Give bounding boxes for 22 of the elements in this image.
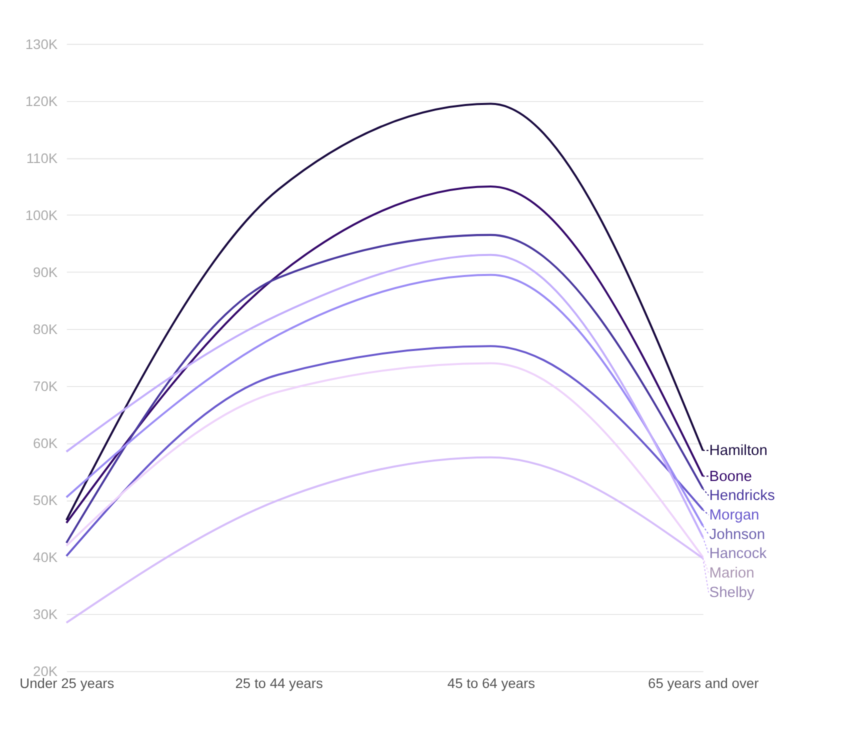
legend-label: Marion xyxy=(709,566,754,582)
y-tick-label: 110K xyxy=(26,150,58,166)
y-tick-label: 120K xyxy=(25,93,58,110)
x-tick-label: 25 to 44 years xyxy=(235,675,323,692)
y-tick-label: 130K xyxy=(25,36,58,52)
y-tick-label: 70K xyxy=(33,378,58,394)
x-tick-label: 65 years and over xyxy=(648,675,760,692)
y-tick-label: 40K xyxy=(33,549,58,566)
legend-label: Hancock xyxy=(709,546,768,562)
legend-label: Hendricks xyxy=(709,488,775,504)
legend-label: Boone xyxy=(709,468,752,485)
y-tick-label: 80K xyxy=(33,321,58,338)
y-tick-label: 50K xyxy=(33,492,58,508)
y-tick-label: 30K xyxy=(33,606,58,622)
series-label: Shelby xyxy=(709,584,755,601)
y-tick-label: 90K xyxy=(33,264,58,280)
legend-label: Johnson xyxy=(709,526,766,543)
series-label: Morgan xyxy=(709,508,760,524)
x-tick-label: 45 to 64 years xyxy=(447,675,536,692)
y-tick-label: 100K xyxy=(25,207,58,224)
legend-label: Hamilton xyxy=(709,443,768,460)
y-tick-label: 60K xyxy=(33,435,58,452)
